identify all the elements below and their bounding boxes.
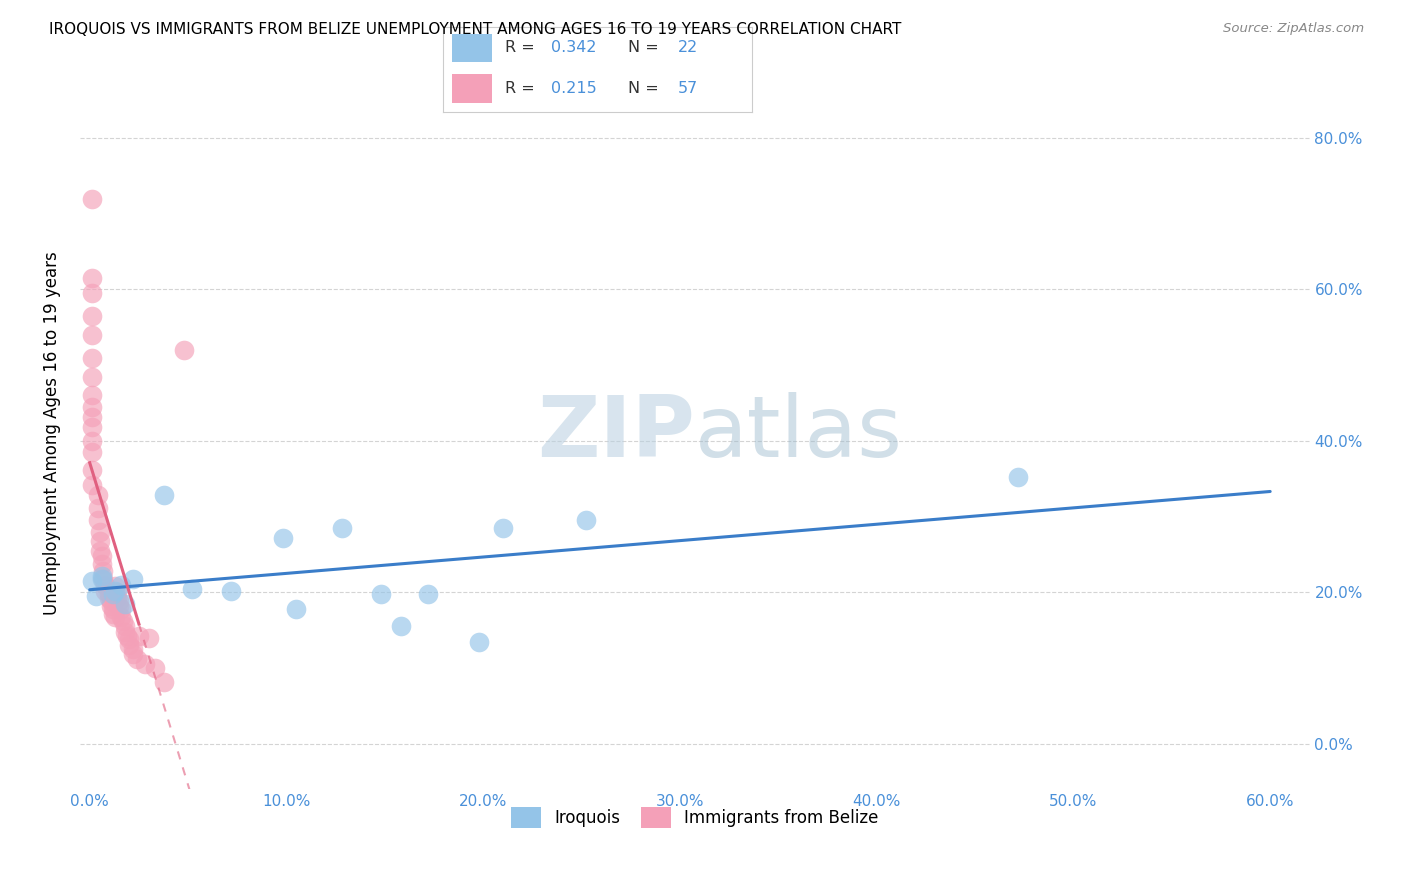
- Y-axis label: Unemployment Among Ages 16 to 19 years: Unemployment Among Ages 16 to 19 years: [44, 252, 60, 615]
- Point: [108, 599, 131, 613]
- Text: 0.342: 0.342: [551, 40, 596, 55]
- Point: [110, 609, 132, 624]
- Point: [80, 388, 103, 402]
- Point: [94, 583, 117, 598]
- Point: [90, 572, 112, 586]
- Point: [221, 583, 243, 598]
- Point: [90, 557, 112, 571]
- Point: [114, 624, 136, 639]
- Point: [468, 634, 491, 648]
- Point: [86, 488, 108, 502]
- Point: [122, 642, 145, 657]
- Text: R =: R =: [505, 81, 540, 96]
- Point: [105, 591, 128, 606]
- Point: [80, 420, 103, 434]
- Point: [416, 587, 439, 601]
- Point: [80, 351, 103, 365]
- Text: 57: 57: [678, 81, 699, 96]
- Point: [80, 369, 103, 384]
- Point: [86, 513, 108, 527]
- Point: [104, 579, 127, 593]
- Point: [80, 327, 103, 342]
- Point: [103, 607, 125, 621]
- Point: [80, 400, 103, 414]
- Point: [285, 602, 308, 616]
- Text: Source: ZipAtlas.com: Source: ZipAtlas.com: [1223, 22, 1364, 36]
- Point: [108, 594, 131, 608]
- Point: [118, 638, 141, 652]
- Point: [128, 629, 150, 643]
- Point: [110, 602, 132, 616]
- Point: [93, 564, 115, 578]
- Point: [104, 609, 127, 624]
- Point: [90, 568, 112, 582]
- Point: [574, 513, 596, 527]
- Point: [173, 343, 195, 357]
- Point: [110, 578, 132, 592]
- Text: N =: N =: [628, 81, 665, 96]
- Point: [105, 585, 128, 599]
- Point: [122, 572, 145, 586]
- Point: [80, 286, 103, 301]
- Point: [1007, 470, 1029, 484]
- Point: [122, 648, 145, 662]
- Point: [80, 309, 103, 323]
- Point: [80, 445, 103, 459]
- Point: [89, 543, 111, 558]
- Bar: [453, 74, 492, 103]
- Text: R =: R =: [505, 40, 540, 55]
- Text: IROQUOIS VS IMMIGRANTS FROM BELIZE UNEMPLOYMENT AMONG AGES 16 TO 19 YEARS CORREL: IROQUOIS VS IMMIGRANTS FROM BELIZE UNEMP…: [49, 22, 901, 37]
- Point: [80, 192, 103, 206]
- Text: N =: N =: [628, 40, 665, 55]
- Point: [100, 599, 122, 613]
- Point: [114, 597, 136, 611]
- Point: [125, 652, 148, 666]
- Point: [86, 500, 108, 515]
- Point: [153, 488, 176, 502]
- Point: [330, 521, 353, 535]
- Point: [98, 591, 121, 606]
- Point: [94, 578, 117, 592]
- Point: [80, 271, 103, 285]
- Point: [271, 531, 294, 545]
- Point: [90, 549, 112, 563]
- Point: [89, 533, 111, 548]
- Point: [98, 587, 121, 601]
- Point: [80, 574, 103, 588]
- Bar: [453, 34, 492, 62]
- Text: 22: 22: [678, 40, 699, 55]
- Point: [492, 521, 515, 535]
- Point: [115, 629, 138, 643]
- Point: [103, 587, 125, 601]
- Point: [100, 594, 122, 608]
- Point: [80, 409, 103, 424]
- Point: [80, 434, 103, 448]
- Point: [134, 657, 156, 672]
- Point: [103, 602, 125, 616]
- Point: [370, 587, 392, 601]
- Point: [143, 661, 166, 675]
- Point: [104, 583, 127, 598]
- Point: [93, 572, 115, 586]
- Point: [181, 582, 204, 596]
- Point: [389, 619, 412, 633]
- Point: [89, 524, 111, 539]
- Point: [80, 463, 103, 477]
- Text: ZIP: ZIP: [537, 392, 695, 475]
- Point: [80, 478, 103, 492]
- Point: [153, 674, 176, 689]
- Point: [138, 631, 160, 645]
- Point: [112, 614, 135, 628]
- Text: atlas: atlas: [695, 392, 903, 475]
- Point: [118, 632, 141, 647]
- Text: 0.215: 0.215: [551, 81, 598, 96]
- Legend: Iroquois, Immigrants from Belize: Iroquois, Immigrants from Belize: [505, 801, 884, 834]
- Point: [84, 589, 107, 603]
- Point: [114, 619, 136, 633]
